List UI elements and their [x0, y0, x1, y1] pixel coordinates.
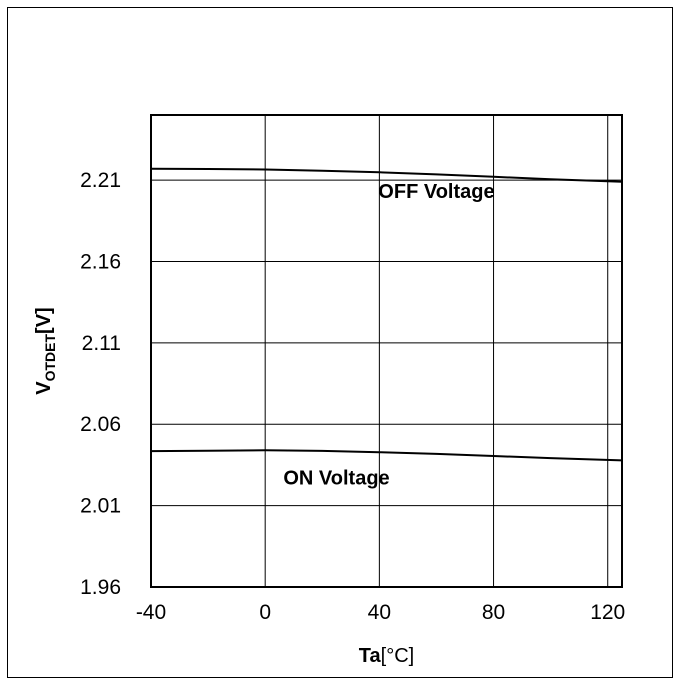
series-line-off-voltage: [150, 167, 623, 183]
x-tick-label: 40: [368, 601, 391, 624]
x-axis-label: Ta[°C]: [359, 645, 414, 667]
y-axis-label-unit: [V]: [33, 307, 55, 334]
x-axis-label-main: Ta: [359, 645, 382, 667]
series-line-on-voltage: [150, 449, 623, 462]
y-tick-labels: 1.96 2.01 2.06 2.11 2.16 2.21: [80, 169, 121, 599]
y-tick-label: 2.16: [80, 250, 121, 273]
annotations: OFF Voltage ON Voltage: [283, 181, 494, 489]
y-axis-label: VOTDET[V]: [33, 307, 58, 394]
x-tick-label: 80: [482, 601, 505, 624]
x-tick-label: 120: [590, 601, 625, 624]
x-tick-label: 0: [259, 601, 271, 624]
annotation-label: ON Voltage: [283, 467, 389, 489]
y-tick-label: 1.96: [80, 576, 121, 599]
y-axis-label-main: V: [33, 381, 55, 395]
annotation-label: OFF Voltage: [378, 181, 494, 203]
x-tick-labels: -40 0 40 80 120: [136, 601, 625, 624]
y-axis-label-sub: OTDET: [42, 334, 58, 382]
series-group: [150, 167, 623, 462]
y-tick-label: 2.06: [80, 413, 121, 436]
x-axis-label-unit: [°C]: [381, 645, 415, 667]
y-tick-label: 2.21: [80, 169, 121, 192]
y-tick-label: 2.11: [82, 332, 121, 355]
plot-area: [150, 114, 623, 588]
x-tick-label: -40: [136, 601, 166, 624]
y-tick-label: 2.01: [80, 495, 121, 518]
